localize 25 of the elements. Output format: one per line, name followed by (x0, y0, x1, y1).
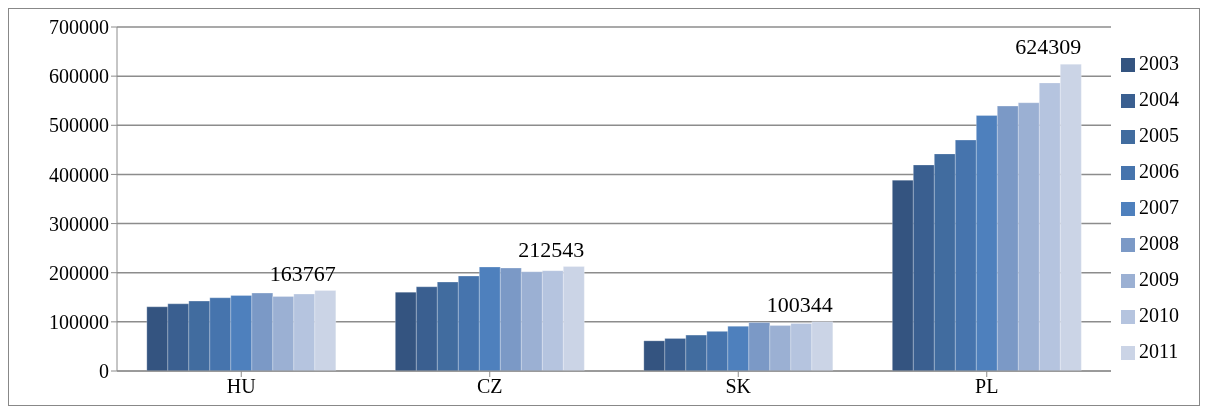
y-tick-label: 600000 (49, 65, 109, 88)
y-tick-label: 400000 (49, 163, 109, 186)
legend-label: 2006 (1139, 160, 1179, 182)
y-tick-label: 300000 (49, 212, 109, 235)
y-tick-label: 100000 (49, 310, 109, 333)
x-tick-label: HU (226, 375, 257, 398)
y-tick-label: 500000 (49, 114, 109, 137)
legend-label: 2011 (1139, 340, 1179, 362)
data-label: 163767 (269, 260, 336, 286)
y-tick-label: 0 (99, 360, 109, 383)
legend-label: 2009 (1139, 268, 1179, 290)
y-tick-label: 700000 (49, 16, 109, 39)
x-tick-label: PL (975, 375, 999, 398)
data-label: 212543 (518, 236, 585, 262)
x-tick-label: SK (725, 375, 752, 398)
data-label: 624309 (1015, 34, 1082, 60)
data-label: 100344 (766, 291, 833, 317)
x-tick-label: CZ (476, 375, 503, 398)
legend-label: 2005 (1139, 124, 1179, 146)
y-tick-label: 200000 (49, 261, 109, 284)
legend-label: 2004 (1139, 88, 1179, 110)
legend-label: 2010 (1139, 304, 1179, 326)
legend-label: 2003 (1139, 52, 1179, 74)
legend-label: 2008 (1139, 232, 1179, 254)
legend-label: 2007 (1139, 196, 1179, 218)
